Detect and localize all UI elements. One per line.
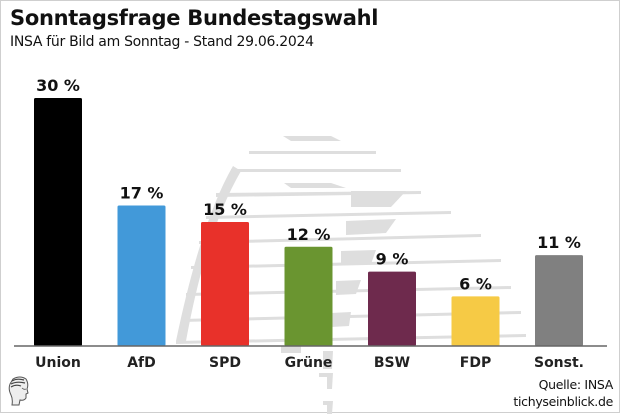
category-label: Sonst.: [534, 355, 584, 371]
source-label: Quelle: INSA: [538, 377, 614, 392]
watermark-shape: [249, 151, 376, 154]
watermark-shape: [176, 334, 526, 344]
data-label: 12 %: [287, 225, 331, 244]
category-label: BSW: [374, 355, 410, 371]
data-label: 17 %: [120, 183, 164, 202]
watermark-shape: [341, 250, 376, 265]
watermark-shape: [186, 286, 511, 296]
data-label: 9 %: [376, 250, 409, 269]
bar-fdp: [451, 296, 500, 346]
bundestag-watermark: [176, 136, 526, 414]
watermark-shape: [231, 169, 401, 172]
data-label: 11 %: [537, 233, 581, 252]
watermark-shape: [323, 351, 333, 369]
site-label: tichyseinblick.de: [513, 394, 613, 409]
bar-spd: [201, 222, 249, 346]
bar-bsw: [368, 271, 416, 346]
watermark-shape: [346, 219, 396, 235]
bar-union: [34, 98, 82, 346]
watermark-shape: [283, 136, 341, 141]
bar-afd: [117, 205, 166, 346]
watermark-shape: [191, 259, 501, 269]
greek-head-logo-icon: [7, 375, 33, 411]
chart-title: Sonntagsfrage Bundestagswahl: [10, 6, 379, 30]
category-label: FDP: [460, 355, 491, 371]
data-label: 30 %: [36, 76, 80, 95]
watermark-shape: [331, 312, 351, 327]
bar-grne: [284, 246, 333, 346]
bar-sonst: [535, 255, 583, 346]
watermark-shape: [281, 346, 301, 353]
category-label: SPD: [209, 355, 241, 371]
source-note: Quelle: INSA tichyseinblick.de: [513, 376, 613, 410]
watermark-shape: [206, 211, 451, 219]
watermark-shape: [323, 401, 333, 414]
data-label: 6 %: [459, 274, 492, 293]
category-label: Union: [35, 355, 81, 371]
category-label: Grüne: [285, 355, 333, 371]
watermark-shape: [284, 183, 346, 188]
watermark-shape: [199, 234, 481, 244]
data-label: 15 %: [203, 200, 247, 219]
watermark-shape: [181, 311, 521, 322]
category-label: AfD: [127, 355, 156, 371]
chart-subtitle: INSA für Bild am Sonntag - Stand 29.06.2…: [10, 34, 314, 50]
watermark-shape: [319, 373, 333, 389]
watermark-shape: [336, 280, 361, 295]
watermark-shape: [351, 191, 406, 207]
watermark-shape: [176, 166, 241, 341]
